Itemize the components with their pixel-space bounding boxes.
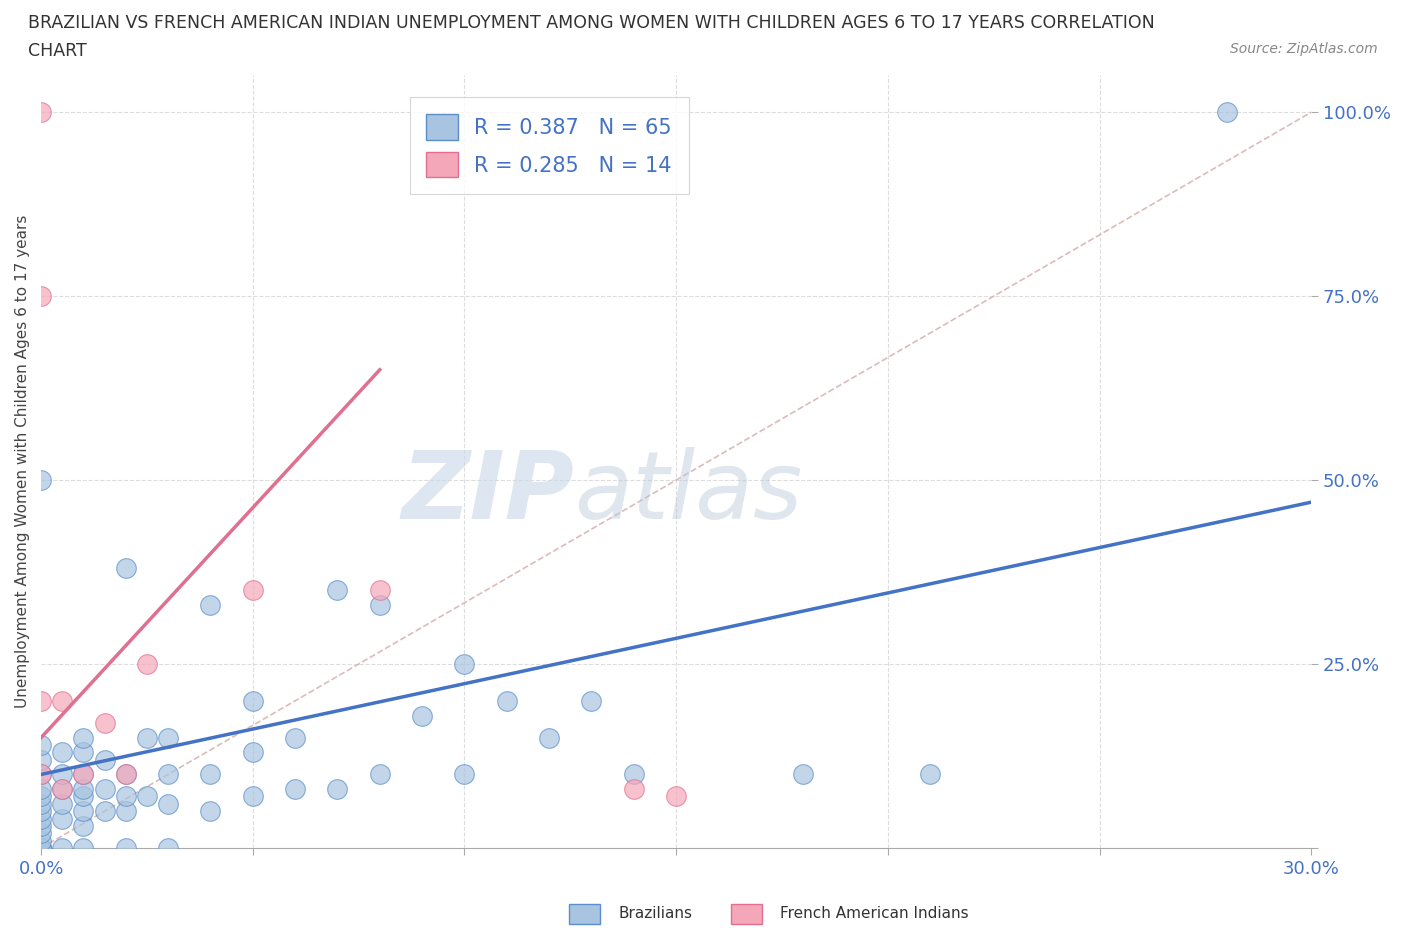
Point <box>411 708 433 723</box>
Text: atlas: atlas <box>575 447 803 538</box>
Point <box>453 767 475 782</box>
Point <box>114 767 136 782</box>
Point <box>242 789 264 804</box>
Point <box>114 561 136 576</box>
Text: ZIP: ZIP <box>402 446 575 538</box>
Point <box>30 105 52 120</box>
Point <box>792 767 814 782</box>
Point <box>30 826 52 841</box>
Point <box>51 811 73 826</box>
Point <box>30 833 52 848</box>
Text: Brazilians: Brazilians <box>619 906 693 921</box>
Point <box>30 472 52 487</box>
Point <box>30 841 52 856</box>
Point <box>51 841 73 856</box>
Legend: R = 0.387   N = 65, R = 0.285   N = 14: R = 0.387 N = 65, R = 0.285 N = 14 <box>409 98 689 194</box>
Y-axis label: Unemployment Among Women with Children Ages 6 to 17 years: Unemployment Among Women with Children A… <box>15 215 30 709</box>
Point <box>157 767 180 782</box>
Point <box>200 598 222 613</box>
Point <box>242 583 264 598</box>
Point <box>30 841 52 856</box>
Point <box>30 694 52 709</box>
Point <box>495 694 517 709</box>
Point <box>368 583 391 598</box>
Point <box>136 730 159 745</box>
Point <box>665 789 688 804</box>
Point <box>30 796 52 811</box>
Point <box>93 804 115 818</box>
Point <box>30 804 52 818</box>
Point <box>72 818 94 833</box>
Point <box>200 804 222 818</box>
Point <box>72 767 94 782</box>
Point <box>623 782 645 797</box>
Point <box>51 745 73 760</box>
Point <box>538 730 561 745</box>
Point <box>242 694 264 709</box>
Point <box>51 767 73 782</box>
Point <box>581 694 603 709</box>
Point <box>93 715 115 730</box>
Point <box>114 841 136 856</box>
Point <box>157 796 180 811</box>
Point <box>114 804 136 818</box>
Point <box>136 657 159 671</box>
Point <box>51 796 73 811</box>
Point <box>1215 105 1237 120</box>
Point <box>51 782 73 797</box>
Point <box>30 789 52 804</box>
Point <box>51 782 73 797</box>
Point <box>72 841 94 856</box>
Point <box>51 694 73 709</box>
Point <box>114 767 136 782</box>
Point <box>326 782 349 797</box>
Point <box>30 737 52 752</box>
Point <box>72 730 94 745</box>
Point <box>284 782 307 797</box>
Text: French American Indians: French American Indians <box>780 906 969 921</box>
Text: BRAZILIAN VS FRENCH AMERICAN INDIAN UNEMPLOYMENT AMONG WOMEN WITH CHILDREN AGES : BRAZILIAN VS FRENCH AMERICAN INDIAN UNEM… <box>28 14 1154 32</box>
Point <box>93 752 115 767</box>
Point <box>30 767 52 782</box>
Point <box>30 818 52 833</box>
Point <box>72 745 94 760</box>
Point <box>326 583 349 598</box>
Point <box>200 767 222 782</box>
Point <box>30 752 52 767</box>
Point <box>920 767 942 782</box>
Point <box>114 789 136 804</box>
Point <box>453 657 475 671</box>
Point <box>368 598 391 613</box>
Point <box>30 811 52 826</box>
Point <box>93 782 115 797</box>
Point <box>368 767 391 782</box>
Point <box>72 789 94 804</box>
Point <box>623 767 645 782</box>
Point <box>72 767 94 782</box>
Point <box>30 782 52 797</box>
Point <box>136 789 159 804</box>
Point <box>157 730 180 745</box>
Text: CHART: CHART <box>28 42 87 60</box>
Text: Source: ZipAtlas.com: Source: ZipAtlas.com <box>1230 42 1378 56</box>
Point <box>72 782 94 797</box>
Point <box>30 288 52 303</box>
Point <box>30 767 52 782</box>
Point <box>30 841 52 856</box>
Point <box>72 804 94 818</box>
Point <box>157 841 180 856</box>
Point <box>284 730 307 745</box>
Point <box>242 745 264 760</box>
